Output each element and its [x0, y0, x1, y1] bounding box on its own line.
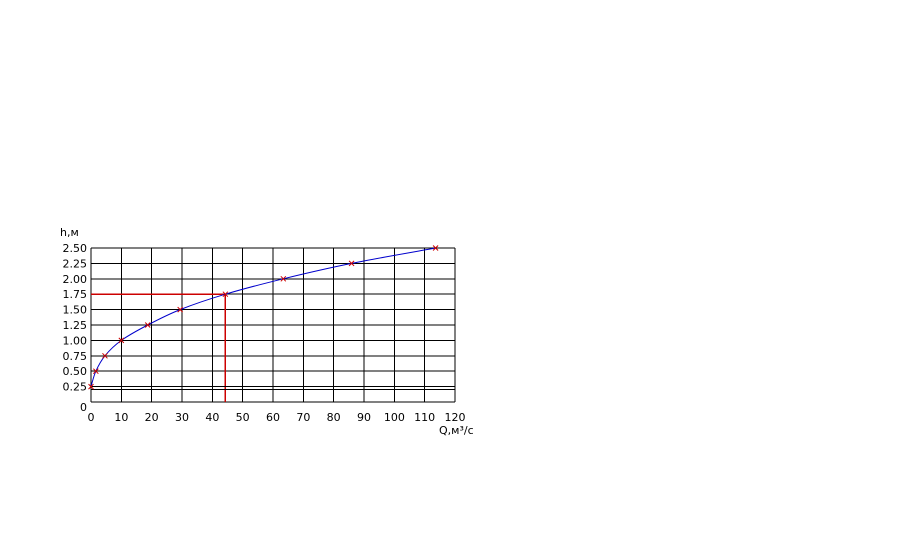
marker-stroke	[92, 368, 99, 375]
y-tick-label: 0	[80, 401, 87, 414]
data-point-marker	[118, 337, 125, 344]
x-tick-label: 110	[414, 411, 435, 424]
series-line	[90, 247, 436, 387]
x-tick-label: 20	[145, 411, 159, 424]
y-tick-label: 2.25	[63, 257, 88, 270]
y-tick-label: 1.00	[63, 334, 88, 347]
x-axis-title: Q,м³/с	[439, 424, 474, 437]
y-tick-label: 0.25	[63, 381, 88, 394]
y-tick-label: 2.00	[63, 273, 88, 286]
marker-stroke	[222, 291, 229, 298]
x-tick-labels: 0 10 20 30 40 50 60 70 80 90 100 110 120	[88, 411, 466, 424]
marker-stroke	[118, 337, 125, 344]
data-point-marker	[144, 322, 151, 328]
marker-stroke	[432, 245, 439, 251]
x-tick-label: 30	[175, 411, 189, 424]
x-tick-label: 0	[88, 411, 95, 424]
marker-stroke	[348, 260, 355, 267]
reference-lines	[91, 293, 455, 402]
data-point-marker	[92, 368, 99, 375]
y-tick-label: 1.50	[63, 304, 88, 317]
x-tick-label: 120	[445, 411, 466, 424]
data-point-marker	[222, 291, 229, 298]
series	[88, 245, 439, 390]
y-axis-title: h,м	[60, 226, 79, 239]
marker-stroke	[280, 275, 287, 282]
x-tick-label: 90	[357, 411, 371, 424]
data-point-marker	[177, 306, 184, 313]
data-point-marker	[102, 352, 108, 359]
data-point-marker	[88, 383, 94, 390]
y-tick-label: 0.75	[63, 350, 88, 363]
y-tick-label: 0.50	[63, 365, 88, 378]
x-tick-label: 70	[296, 411, 310, 424]
x-tick-label: 100	[384, 411, 405, 424]
data-point-marker	[280, 275, 287, 282]
data-point-marker	[348, 260, 355, 267]
x-tick-label: 40	[205, 411, 219, 424]
y-tick-label: 1.75	[63, 288, 88, 301]
marker-stroke	[102, 352, 108, 359]
marker-stroke	[88, 383, 94, 390]
x-tick-label: 80	[327, 411, 341, 424]
x-tick-label: 10	[114, 411, 128, 424]
y-tick-label: 2.50	[63, 242, 88, 255]
grid	[90, 247, 456, 403]
data-point-marker	[432, 245, 439, 251]
marker-stroke	[144, 322, 151, 328]
marker-stroke	[177, 306, 184, 313]
x-tick-label: 50	[236, 411, 250, 424]
y-tick-labels: 0 0.25 0.50 0.75 1.00 1.25 1.50 1.75 2.00 2.25 2.5…	[63, 242, 88, 414]
y-tick-label: 1.25	[63, 319, 88, 332]
x-tick-label: 60	[266, 411, 280, 424]
